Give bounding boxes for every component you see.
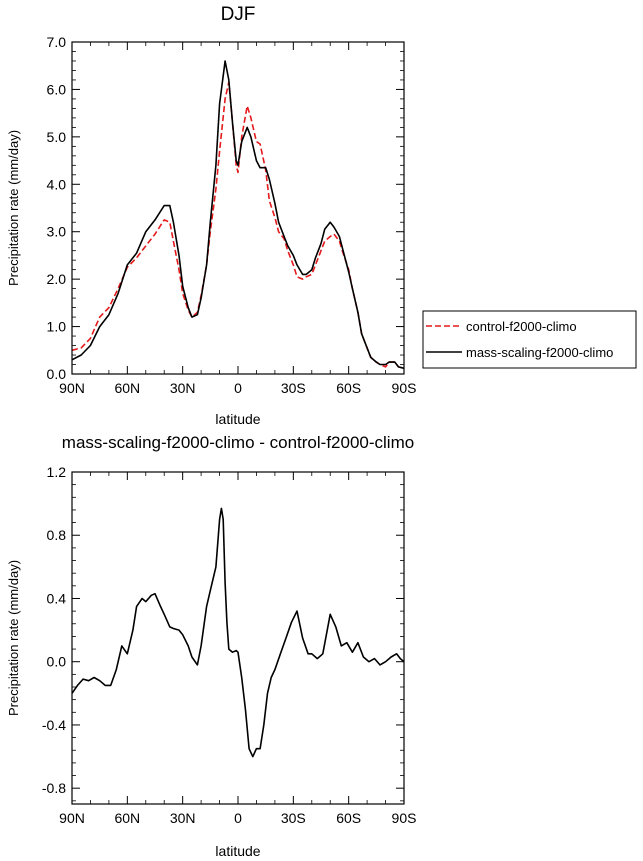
bottom-chart-series: [71, 507, 405, 758]
x-tick-label: 30S: [281, 380, 306, 396]
top-chart-xlabel: latitude: [215, 411, 260, 427]
legend-box: [422, 310, 637, 369]
legend-label-mass: mass-scaling-f2000-climo: [466, 345, 613, 360]
legend: control-f2000-climo mass-scaling-f2000-c…: [422, 310, 637, 369]
x-tick-label: 90N: [59, 810, 85, 826]
top-chart-title: DJF: [221, 4, 256, 25]
x-tick-label: 60N: [114, 380, 140, 396]
x-tick-label: 60S: [336, 380, 361, 396]
panel-top-chart: DJF 90N 60N 30N 0 30S 60S 90S 0.0 1.0 2.0 3.0 4.0 5.…: [6, 4, 416, 427]
x-tick-label: 60N: [114, 810, 140, 826]
y-tick-label: 6.0: [47, 81, 67, 97]
x-tick-label: 30N: [170, 380, 196, 396]
y-tick-label: 1.2: [47, 464, 67, 480]
top-chart-series: [71, 60, 405, 370]
bottom-chart-xlabel: latitude: [215, 843, 260, 859]
x-tick-label: 30N: [170, 810, 196, 826]
series-line-mass-scaling-f2000-climo: [71, 60, 405, 370]
bottom-chart-frame: [71, 471, 405, 805]
x-tick-label: 60S: [336, 810, 361, 826]
x-tick-label: 90S: [392, 810, 417, 826]
y-tick-label: 0.0: [47, 366, 67, 382]
y-tick-label: 1.0: [47, 319, 67, 335]
legend-label-control: control-f2000-climo: [466, 319, 577, 334]
series-line-difference: [71, 507, 405, 758]
series-line-control-f2000-climo: [71, 81, 405, 370]
y-tick-label: 0.0: [47, 654, 67, 670]
y-tick-label: 4.0: [47, 176, 67, 192]
x-tick-label: 30S: [281, 810, 306, 826]
top-chart-ylabel: Precipitation rate (mm/day): [6, 130, 21, 286]
y-tick-label: 3.0: [47, 224, 67, 240]
y-tick-label: 0.8: [47, 527, 67, 543]
x-tick-label: 0: [234, 810, 242, 826]
top-chart-ticks: 90N 60N 30N 0 30S 60S 90S 0.0 1.0 2.0 3.0 4.0 5.0 6.0…: [47, 34, 417, 396]
y-tick-label: 2.0: [47, 271, 67, 287]
x-tick-label: 90N: [59, 380, 85, 396]
panel-bottom-chart: mass-scaling-f2000-climo - control-f2000…: [6, 433, 416, 859]
y-tick-label: 7.0: [47, 34, 67, 50]
y-tick-label: 0.4: [47, 590, 67, 606]
x-tick-label: 0: [234, 380, 242, 396]
bottom-chart-title: mass-scaling-f2000-climo - control-f2000…: [62, 433, 414, 452]
x-tick-label: 90S: [392, 380, 417, 396]
y-tick-label: 5.0: [47, 129, 67, 145]
y-tick-label: -0.4: [42, 717, 66, 733]
top-chart-frame: [71, 41, 405, 375]
y-tick-label: -0.8: [42, 780, 66, 796]
bottom-chart-ylabel: Precipitation rate (mm/day): [6, 560, 21, 716]
